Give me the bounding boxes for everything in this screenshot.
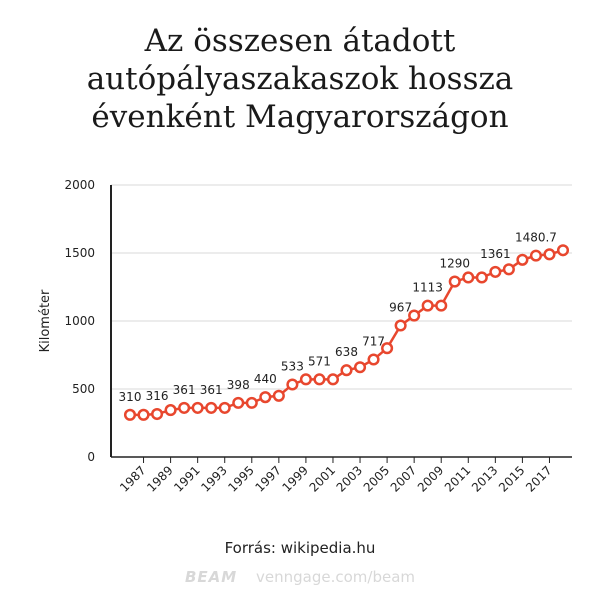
data-point-2008 — [421, 299, 434, 312]
data-label-1992: 361 — [200, 383, 223, 397]
x-tick-1987: 1987 — [117, 463, 148, 494]
x-tick-2005: 2005 — [361, 463, 392, 494]
data-point-2016 — [529, 249, 542, 262]
data-point-1986 — [123, 408, 137, 421]
y-tick-1000: 1000 — [64, 314, 95, 328]
title-line-3: évenként Magyarországon — [91, 99, 509, 135]
data-point-2014 — [502, 263, 515, 276]
brand-logo-text: BEAM — [185, 568, 238, 586]
data-point-2013 — [489, 265, 502, 278]
data-point-2005 — [381, 342, 394, 355]
data-point-1989 — [164, 404, 177, 417]
data-label-2002: 638 — [335, 345, 358, 359]
data-point-1995 — [245, 396, 258, 409]
data-points — [123, 244, 570, 421]
x-tick-1995: 1995 — [225, 463, 256, 494]
title-line-1: Az összesen átadott — [144, 23, 456, 59]
chart-title: Az összesen átadott autópályaszakaszok h… — [0, 22, 600, 136]
y-tick-labels: 0 500 1000 1500 2000 — [64, 178, 95, 464]
data-point-2002 — [340, 364, 353, 377]
x-tick-1991: 1991 — [171, 463, 202, 494]
data-point-2012 — [475, 271, 488, 284]
data-point-1990 — [178, 401, 191, 414]
data-point-2018 — [556, 244, 570, 257]
x-tick-2007: 2007 — [388, 463, 419, 494]
data-label-1996: 440 — [254, 372, 277, 386]
data-point-1992 — [205, 401, 218, 414]
data-point-2004 — [367, 353, 380, 366]
x-tick-1993: 1993 — [198, 463, 229, 494]
data-label-1998: 533 — [281, 360, 304, 374]
data-label-1990: 361 — [173, 383, 196, 397]
data-label-2000: 571 — [308, 354, 331, 368]
y-tick-1500: 1500 — [64, 246, 95, 260]
data-point-2017 — [543, 248, 556, 261]
data-point-2011 — [462, 271, 475, 284]
data-point-1997 — [272, 389, 285, 402]
data-point-1998 — [286, 378, 299, 391]
data-point-1991 — [191, 401, 204, 414]
data-point-1993 — [218, 401, 231, 414]
x-tick-1989: 1989 — [144, 463, 175, 494]
title-line-2: autópályaszakaszok hossza — [86, 61, 514, 97]
x-tick-2003: 2003 — [334, 463, 365, 494]
y-tick-500: 500 — [72, 382, 95, 396]
data-label-2010: 1290 — [439, 257, 470, 271]
x-tick-1997: 1997 — [252, 463, 283, 494]
x-tick-2009: 2009 — [415, 463, 446, 494]
footer: BEAM venngage.com/beam — [0, 568, 600, 586]
data-point-2015 — [516, 253, 529, 266]
x-tick-2017: 2017 — [523, 463, 554, 494]
data-point-2000 — [313, 373, 326, 386]
x-tick-1999: 1999 — [280, 463, 311, 494]
data-label-1986: 310 — [119, 390, 142, 404]
x-tick-2013: 2013 — [469, 463, 500, 494]
y-tick-2000: 2000 — [64, 178, 95, 192]
data-point-2003 — [353, 361, 367, 374]
y-tick-0: 0 — [87, 450, 95, 464]
data-point-1994 — [232, 396, 245, 409]
data-point-1996 — [259, 391, 272, 404]
data-point-2007 — [408, 309, 421, 322]
x-tick-2011: 2011 — [442, 463, 473, 494]
data-point-2009 — [435, 299, 448, 312]
data-point-1988 — [151, 407, 164, 421]
grid-lines — [111, 184, 572, 390]
data-label-2016: 1480.7 — [515, 231, 557, 245]
data-label-2008: 1113 — [412, 281, 443, 295]
y-axis-label: Kilométer — [38, 289, 53, 352]
data-point-2010 — [448, 275, 461, 288]
source-note: Forrás: wikipedia.hu — [224, 539, 376, 557]
data-label-2006: 967 — [389, 300, 412, 314]
x-tick-labels: 1987198919911993199519971999200120032005… — [117, 457, 555, 495]
data-point-1987 — [137, 408, 150, 421]
data-label-2004: 717 — [362, 334, 385, 348]
data-label-2013: 1361 — [480, 247, 511, 261]
data-point-2001 — [326, 373, 340, 386]
x-tick-2015: 2015 — [496, 463, 527, 494]
footer-url: venngage.com/beam — [256, 568, 415, 586]
data-point-2006 — [394, 319, 407, 332]
data-label-1988: 316 — [146, 389, 169, 403]
data-point-1999 — [299, 373, 312, 386]
data-label-1994: 398 — [227, 378, 250, 392]
x-tick-2001: 2001 — [307, 463, 338, 494]
